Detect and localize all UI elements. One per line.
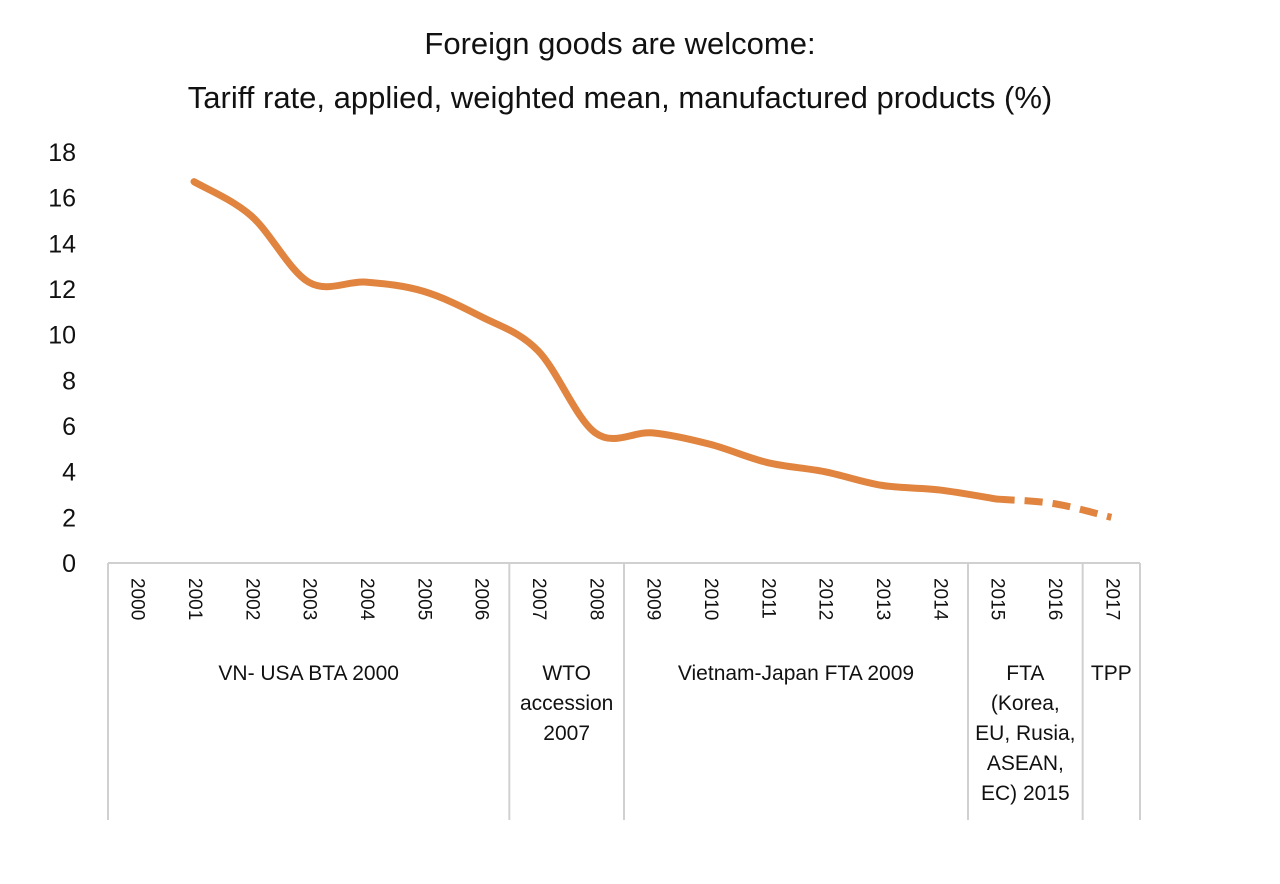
x-tick-label: 2006 <box>471 578 492 620</box>
x-tick-label: 2008 <box>585 578 606 620</box>
x-tick-label: 2013 <box>872 578 893 620</box>
x-tick-label: 2004 <box>356 578 377 621</box>
y-tick-label: 6 <box>62 413 76 441</box>
y-tick-label: 2 <box>62 504 76 532</box>
group-label: (Korea, <box>991 692 1060 715</box>
y-tick-label: 12 <box>48 276 76 304</box>
group-label: 2007 <box>543 722 590 745</box>
x-tick-label: 2012 <box>815 578 836 620</box>
x-tick-label: 2010 <box>700 578 721 620</box>
x-tick-label: 2016 <box>1044 578 1065 620</box>
group-label: accession <box>520 692 613 715</box>
x-tick-label: 2002 <box>241 578 262 620</box>
y-tick-label: 10 <box>48 322 76 350</box>
chart-title-line-2: Tariff rate, applied, weighted mean, man… <box>187 80 1053 115</box>
group-label: WTO <box>542 662 591 685</box>
chart-title-line-1: Foreign goods are welcome: <box>424 26 816 61</box>
series-line-actual <box>190 178 1001 503</box>
y-tick-label: 14 <box>48 230 76 258</box>
series-line-projected <box>996 495 1113 521</box>
y-tick-label: 18 <box>48 139 76 167</box>
group-label: EU, Rusia, <box>975 722 1075 745</box>
x-tick-label: 2015 <box>987 578 1008 620</box>
group-label: TPP <box>1091 662 1132 685</box>
x-tick-label: 2017 <box>1101 578 1122 620</box>
group-label: Vietnam-Japan FTA 2009 <box>678 662 914 685</box>
group-label: FTA <box>1006 662 1044 685</box>
x-tick-label: 2003 <box>299 578 320 620</box>
group-label: VN- USA BTA 2000 <box>218 662 399 685</box>
group-label: ASEAN, <box>987 752 1064 775</box>
x-tick-label: 2014 <box>929 578 950 621</box>
x-tick-label: 2007 <box>528 578 549 620</box>
y-tick-label: 8 <box>62 367 76 395</box>
y-tick-label: 0 <box>62 550 76 578</box>
x-tick-label: 2001 <box>184 578 205 620</box>
y-tick-label: 4 <box>62 459 76 487</box>
x-tick-label: 2011 <box>757 578 778 619</box>
x-tick-label: 2005 <box>413 578 434 620</box>
group-label: EC) 2015 <box>981 782 1070 805</box>
x-tick-label: 2009 <box>643 578 664 620</box>
y-tick-label: 16 <box>48 185 76 213</box>
x-tick-label: 2000 <box>127 578 148 620</box>
